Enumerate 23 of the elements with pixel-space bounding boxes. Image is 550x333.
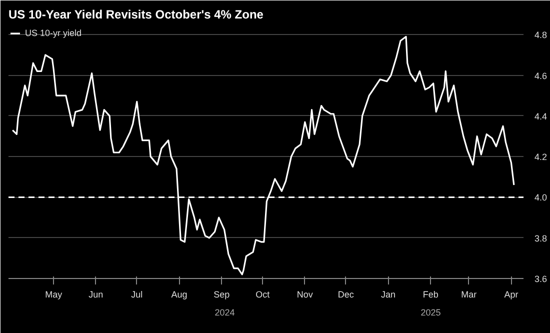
y-tick-label: 4.4 — [534, 111, 548, 122]
text: 2024 — [214, 308, 235, 318]
legend-label: US 10-yr yield — [25, 28, 82, 38]
x-tick-label: Oct — [256, 290, 270, 300]
y-tick-label: 4.2 — [534, 152, 548, 162]
x-tick-label: Nov — [296, 290, 314, 300]
x-tick-label: Jul — [131, 290, 143, 300]
x-tick-label: Mar — [461, 290, 477, 300]
x-tick-label: Feb — [422, 290, 438, 300]
x-tick-label: Jan — [381, 290, 396, 300]
x-tick-label: May — [45, 290, 63, 300]
x-tick-label: Sep — [214, 290, 230, 300]
x-tick-label: Jun — [88, 290, 104, 300]
y-tick-label: 3.8 — [534, 233, 548, 244]
x-tick-label: Dec — [338, 290, 354, 300]
chart-title: US 10-Year Yield Revisits October's 4% Zone — [8, 8, 264, 22]
x-tick-label: Apr — [504, 290, 518, 300]
y-tick-label: 4.6 — [534, 70, 548, 81]
y-tick-label: 4.8 — [534, 30, 548, 40]
y-tick-label: 3.6 — [534, 274, 548, 284]
y-tick-label: 4.0 — [534, 192, 548, 203]
text: 2025 — [420, 308, 441, 318]
x-tick-label: Aug — [171, 290, 188, 300]
